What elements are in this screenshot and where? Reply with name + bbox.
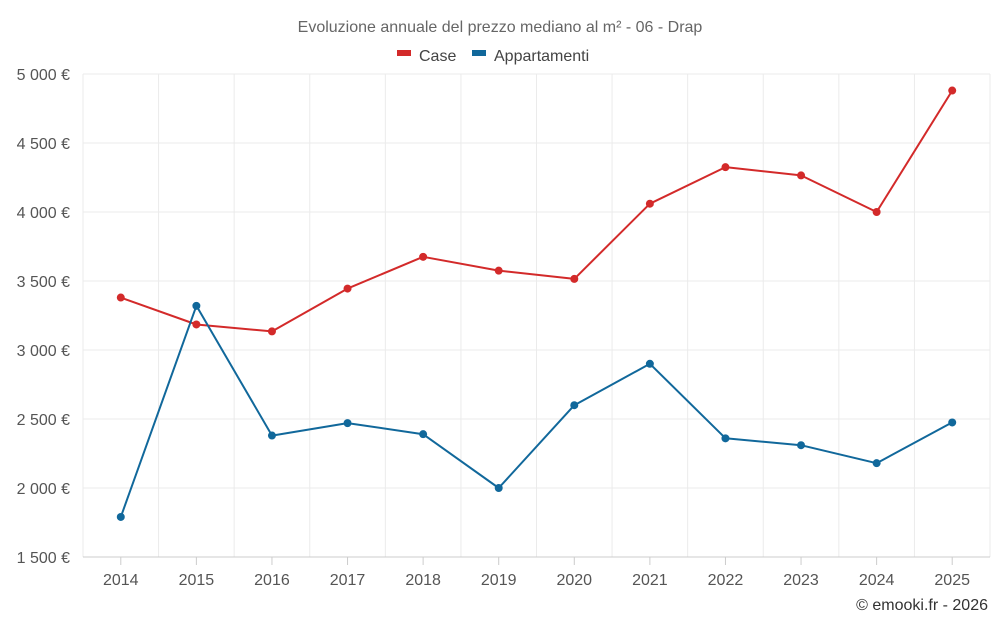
y-tick-label: 2 500 €	[17, 412, 70, 429]
series-line-case	[120, 90, 954, 333]
legend-swatch-appartamenti	[472, 50, 486, 56]
x-tick-label: 2018	[405, 572, 441, 589]
legend-item-case[interactable]: Case	[397, 48, 456, 65]
x-tick-label: 2023	[783, 572, 819, 589]
data-point-case[interactable]	[116, 293, 125, 302]
x-tick-label: 2015	[179, 572, 215, 589]
data-point-appartamenti[interactable]	[721, 434, 730, 443]
data-point-appartamenti[interactable]	[645, 359, 654, 368]
data-point-case[interactable]	[192, 320, 201, 329]
data-point-case[interactable]	[797, 171, 806, 180]
x-tick-label: 2022	[708, 572, 744, 589]
x-tick-label: 2014	[103, 572, 139, 589]
data-point-appartamenti[interactable]	[419, 430, 428, 439]
x-tick-label: 2020	[556, 572, 592, 589]
data-point-appartamenti[interactable]	[343, 419, 352, 428]
legend-label-case: Case	[419, 48, 456, 65]
legend: Case Appartamenti	[397, 48, 589, 65]
x-tick-label: 2021	[632, 572, 668, 589]
y-axis: 1 500 € 2 000 € 2 500 € 3 000 € 3 500 € 4 000…	[17, 67, 70, 567]
data-point-appartamenti[interactable]	[192, 301, 201, 310]
x-tick-label: 2019	[481, 572, 517, 589]
grid	[82, 73, 991, 557]
data-point-case[interactable]	[494, 266, 503, 275]
chart-credit: © emooki.fr - 2026	[856, 597, 988, 614]
data-point-appartamenti[interactable]	[570, 401, 579, 410]
series	[116, 86, 957, 521]
legend-item-appartamenti[interactable]: Appartamenti	[472, 48, 589, 65]
x-tick-label: 2016	[254, 572, 290, 589]
y-tick-label: 2 000 €	[17, 481, 70, 498]
series-case	[116, 86, 957, 336]
data-point-appartamenti[interactable]	[797, 441, 806, 450]
y-tick-label: 1 500 €	[17, 550, 70, 567]
y-tick-label: 4 500 €	[17, 136, 70, 153]
data-point-case[interactable]	[267, 327, 276, 336]
y-tick-label: 4 000 €	[17, 205, 70, 222]
data-point-case[interactable]	[948, 86, 957, 95]
series-line-appartamenti	[119, 304, 953, 518]
x-axis: 2014 2015 2016 2017 2018 2019 2020 2021 2022 2023…	[83, 556, 990, 589]
data-point-case[interactable]	[343, 284, 352, 293]
x-tick-label: 2024	[859, 572, 895, 589]
y-tick-label: 5 000 €	[17, 67, 70, 84]
data-point-appartamenti[interactable]	[872, 459, 881, 468]
data-point-case[interactable]	[419, 252, 428, 261]
data-point-appartamenti[interactable]	[948, 418, 957, 427]
chart-title: Evoluzione annuale del prezzo mediano al…	[298, 19, 703, 36]
x-tick-label: 2017	[330, 572, 366, 589]
series-appartamenti	[116, 301, 957, 521]
data-point-appartamenti[interactable]	[494, 484, 503, 492]
legend-label-appartamenti: Appartamenti	[494, 48, 589, 65]
data-point-case[interactable]	[645, 199, 654, 208]
data-point-appartamenti[interactable]	[267, 431, 276, 440]
data-point-case[interactable]	[570, 274, 579, 283]
x-tick-label: 2025	[934, 572, 970, 589]
y-tick-label: 3 500 €	[17, 274, 70, 291]
data-point-case[interactable]	[872, 208, 881, 216]
data-point-case[interactable]	[721, 163, 730, 172]
data-point-appartamenti[interactable]	[116, 512, 125, 521]
y-tick-label: 3 000 €	[17, 343, 70, 360]
legend-swatch-case	[397, 50, 411, 56]
